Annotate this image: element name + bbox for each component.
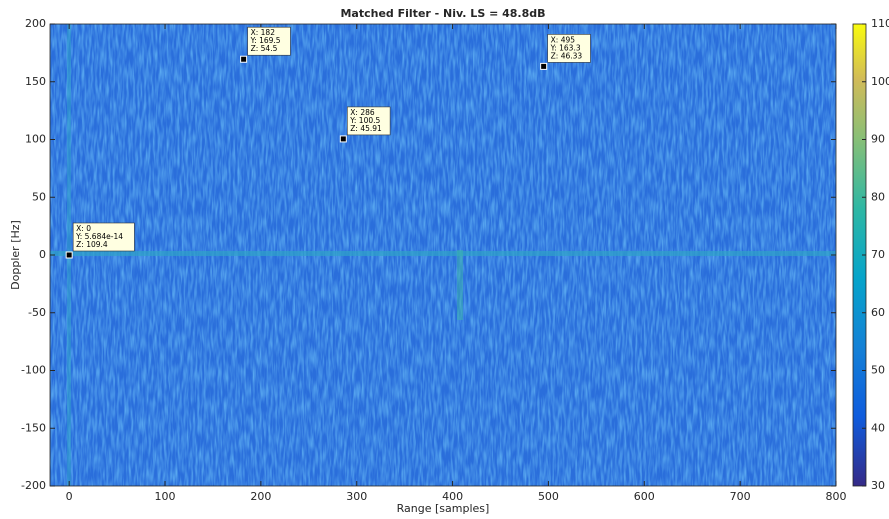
datatip-label: X: 495 (551, 35, 576, 44)
colorbar-tick-label: 40 (871, 421, 885, 434)
y-tick-label: 100 (25, 133, 46, 146)
datatip-box (347, 106, 391, 136)
x-tick-label: 300 (346, 490, 367, 503)
y-tick-label: -200 (21, 479, 46, 492)
datatip-marker (540, 62, 548, 70)
datatip-label: X: 182 (251, 28, 276, 37)
x-tick-label: 0 (66, 490, 73, 503)
datatip-label: Y: 163.3 (550, 43, 581, 52)
y-tick-label: -50 (28, 306, 46, 319)
x-tick-label: 100 (155, 490, 176, 503)
datatip-marker (339, 135, 347, 143)
datatip-label: Y: 169.5 (250, 36, 281, 45)
x-tick-label: 400 (442, 490, 463, 503)
target-ridge (457, 250, 463, 320)
y-tick-label: 150 (25, 75, 46, 88)
colorbar-tick-label: 60 (871, 306, 885, 319)
colorbar-tick-label: 30 (871, 479, 885, 492)
overlay: 0 100 200 300 400 500 600 700 800-200-150-100-50… (21, 17, 889, 503)
datatip-marker (240, 55, 248, 63)
x-axis-label: Range [samples] (397, 502, 490, 515)
x-tick-label: 200 (250, 490, 271, 503)
datatip-label: X: 0 (76, 224, 91, 233)
datatip-box (247, 26, 291, 56)
y-axis-label: Doppler [Hz] (9, 220, 22, 290)
y-tick-label: 0 (39, 248, 46, 261)
x-tick-label: 800 (826, 490, 847, 503)
datatip-label: Y: 5.684e-14 (75, 232, 123, 241)
chart-title: Matched Filter - Niv. LS = 48.8dB (340, 7, 545, 20)
y-tick-label: -150 (21, 421, 46, 434)
zero-doppler-ridge (50, 251, 836, 256)
colorbar-tick-label: 80 (871, 190, 885, 203)
colorbar-tick-label: 110 (871, 17, 889, 30)
datatip-label: Z: 45.91 (350, 124, 382, 133)
colorbar-tick-label: 70 (871, 248, 885, 261)
datatip-box (72, 222, 135, 252)
colorbar-tick-label: 50 (871, 364, 885, 377)
datatip-box (547, 34, 591, 63)
datatip-label: Z: 46.33 (551, 51, 583, 60)
colorbar-tick-label: 100 (871, 75, 889, 88)
x-tick-label: 500 (538, 490, 559, 503)
datatip-label: Z: 109.4 (76, 240, 108, 249)
datatip-label: Z: 54.5 (251, 44, 278, 53)
datatip-label: X: 286 (350, 108, 375, 117)
datatip-label: Y: 100.5 (349, 116, 380, 125)
x-tick-label: 700 (730, 490, 751, 503)
y-tick-label: 200 (25, 17, 46, 30)
x-tick-label: 600 (634, 490, 655, 503)
y-tick-label: -100 (21, 364, 46, 377)
datatip-marker (65, 251, 73, 259)
colorbar-tick-label: 90 (871, 133, 885, 146)
y-tick-label: 50 (32, 190, 46, 203)
